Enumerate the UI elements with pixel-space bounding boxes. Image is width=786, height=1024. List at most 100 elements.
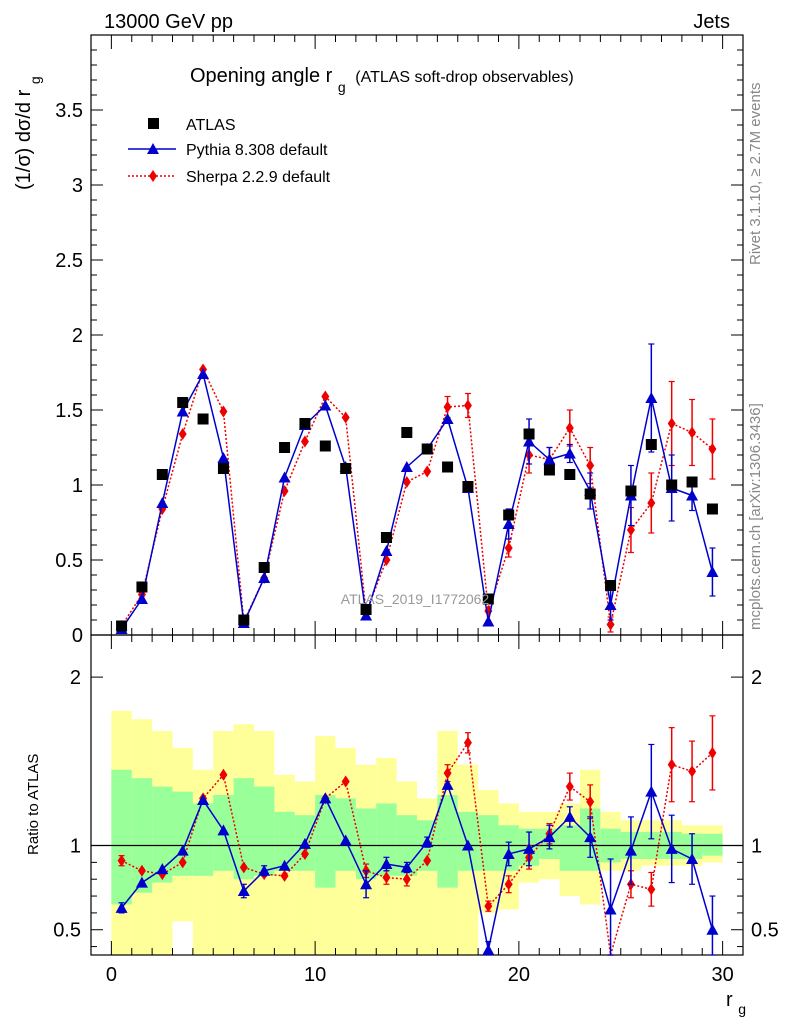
atlas-marker xyxy=(197,413,209,425)
ratio-pythia-marker xyxy=(665,842,678,854)
sherpa-marker xyxy=(219,405,228,418)
sherpa-line xyxy=(120,367,713,627)
pythia-marker xyxy=(156,497,169,508)
ratio-pythia-marker xyxy=(706,923,719,935)
ratio-sherpa-marker xyxy=(300,847,309,860)
atlas-marker xyxy=(279,442,291,453)
band-inner xyxy=(254,786,275,876)
atlas-marker xyxy=(462,481,474,492)
pythia-marker xyxy=(380,545,393,556)
ratio-sherpa-marker xyxy=(382,871,391,884)
header-left: 13000 GeV pp xyxy=(104,11,233,33)
atlas-marker xyxy=(136,581,148,593)
atlas-marker xyxy=(645,439,657,450)
ratio-sherpa-marker xyxy=(402,873,411,886)
sherpa-marker xyxy=(504,542,513,554)
ratio-pythia-marker xyxy=(584,831,597,843)
ratio-sherpa-marker xyxy=(341,775,350,788)
pythia-marker xyxy=(319,399,332,411)
main-panel: 0 0.5 1 1.5 2 2.5 3 3.5 xyxy=(55,34,744,647)
band-inner xyxy=(315,795,336,888)
atlas-marker xyxy=(706,503,718,515)
sherpa-marker xyxy=(667,417,676,430)
ratio-sherpa-marker xyxy=(280,869,289,882)
x-tick-label: 0 xyxy=(106,964,117,986)
legend-sherpa-label: Sherpa 2.2.9 default xyxy=(186,169,331,186)
legend-atlas-marker xyxy=(148,118,159,129)
pythia-marker xyxy=(645,392,658,403)
atlas-marker xyxy=(686,476,698,488)
sherpa-marker xyxy=(565,422,574,434)
ratio-sherpa-line xyxy=(121,740,713,956)
ratio-pythia-marker xyxy=(461,839,474,851)
pythia-marker xyxy=(176,405,189,417)
ratio-sherpa-marker xyxy=(117,854,126,867)
atlas-marker xyxy=(421,443,433,455)
ratio-pythia-marker xyxy=(319,792,332,804)
ratio-sherpa-marker xyxy=(484,900,493,913)
atlas-marker xyxy=(543,464,555,476)
ratio-pythia-marker xyxy=(380,858,393,870)
ratio-pythia-marker xyxy=(421,836,434,848)
atlas-marker xyxy=(258,562,270,573)
atlas-marker xyxy=(442,461,454,473)
band-inner xyxy=(437,795,458,888)
atlas-marker xyxy=(380,532,392,543)
pythia-marker xyxy=(400,461,413,472)
side-label-rivet: Rivet 3.1.10, ≥ 2.7M events xyxy=(747,83,764,266)
ratio-pythia-marker xyxy=(156,863,169,875)
atlas-marker xyxy=(177,397,189,408)
ratio-sherpa-marker xyxy=(565,780,574,793)
atlas-marker xyxy=(503,509,515,521)
sherpa-marker xyxy=(341,411,350,424)
band-inner xyxy=(111,769,132,905)
pythia-marker xyxy=(543,453,556,465)
legend-atlas-label: ATLAS xyxy=(186,117,236,134)
atlas-marker xyxy=(482,593,494,605)
pythia-marker xyxy=(563,447,576,459)
sherpa-marker xyxy=(688,426,697,439)
sherpa-marker xyxy=(647,497,656,509)
ratio-y-tick-label: 2 xyxy=(70,667,81,689)
sherpa-marker xyxy=(443,401,452,413)
ratio-pythia-marker xyxy=(686,853,699,864)
band-inner xyxy=(152,786,173,883)
atlas-marker xyxy=(625,485,637,497)
atlas-marker xyxy=(666,479,678,491)
legend-pythia-marker xyxy=(147,143,159,154)
atlas-marker xyxy=(116,620,128,632)
atlas-marker xyxy=(238,614,250,626)
legend: ATLAS Pythia 8.308 default Sherpa 2.2.9 … xyxy=(128,117,331,186)
ratio-sherpa-marker xyxy=(178,856,187,869)
sherpa-marker xyxy=(178,428,187,440)
ratio-pythia-marker xyxy=(543,831,556,843)
x-tick-label: 10 xyxy=(304,964,326,986)
ratio-pythia-marker xyxy=(298,837,311,849)
band-inner xyxy=(131,778,153,893)
atlas-marker xyxy=(584,488,596,500)
pythia-marker xyxy=(706,566,719,577)
ratio-pythia-marker xyxy=(482,943,495,955)
side-label-mcplots: mcplots.cern.ch [arXiv:1306.3436] xyxy=(747,403,764,630)
pythia-marker xyxy=(523,435,536,447)
main-y-tick-label: 1 xyxy=(72,475,83,497)
sherpa-marker xyxy=(586,459,595,472)
ratio-y-tick-label: 1 xyxy=(70,836,81,858)
main-y-tick-label: 0.5 xyxy=(55,550,83,572)
ratio-sherpa-marker xyxy=(667,758,676,771)
ratio-sherpa-marker xyxy=(443,767,452,780)
atlas-marker xyxy=(564,469,576,480)
ratio-pythia-marker xyxy=(645,785,658,797)
pythia-marker xyxy=(502,518,515,529)
ratio-pythia-marker xyxy=(604,903,617,915)
main-y-tick-label: 1.5 xyxy=(55,400,83,422)
main-y-label: (1/σ) dσ/d r g xyxy=(13,76,43,190)
ratio-sherpa-marker xyxy=(647,883,656,896)
ratio-y-tick-label: 0.5 xyxy=(53,920,81,942)
ratio-pythia-marker xyxy=(441,778,454,790)
header-right: Jets xyxy=(693,11,730,33)
atlas-marker xyxy=(523,428,535,440)
band-inner xyxy=(559,825,580,871)
pythia-marker xyxy=(258,572,271,583)
band-inner xyxy=(192,803,214,876)
